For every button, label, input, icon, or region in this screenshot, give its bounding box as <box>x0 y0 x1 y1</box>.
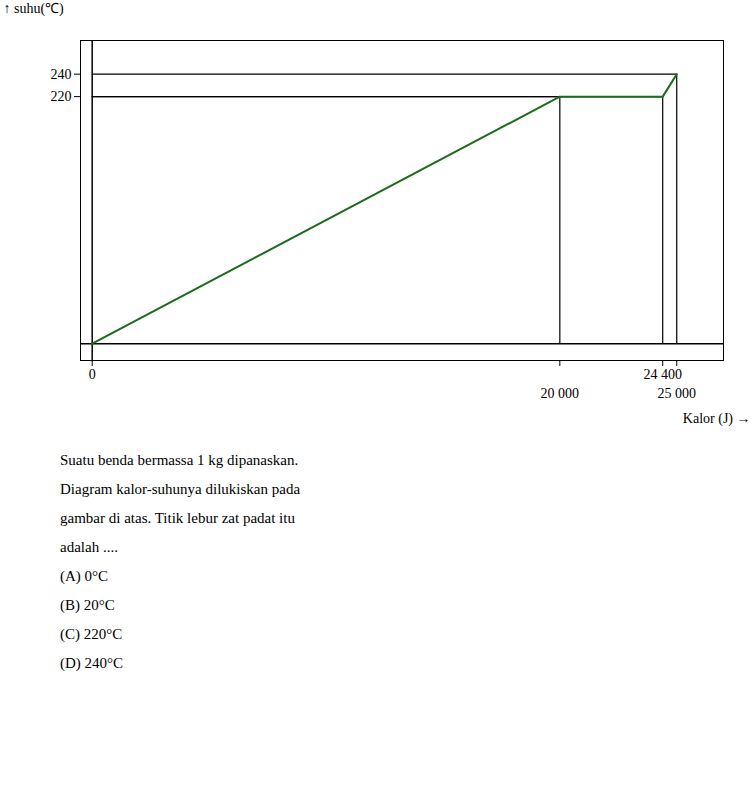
html-text:(A) 0°C: (A) 0°C <box>60 568 109 584</box>
svg-text:20 000: 20 000 <box>541 386 580 401</box>
svg-text:↑ suhu(℃): ↑ suhu(℃) <box>4 1 65 17</box>
html-text:(C) 220°C: (C) 220°C <box>60 626 123 642</box>
html-text:gambar di atas. Titik lebur za: gambar di atas. Titik lebur zat padat it… <box>60 510 295 526</box>
svg-text:0: 0 <box>89 367 96 382</box>
svg-text:Kalor (J) →: Kalor (J) → <box>683 411 751 427</box>
html-text:(D) 240°C: (D) 240°C <box>60 655 124 671</box>
html-text:Diagram kalor-suhunya dilukisk: Diagram kalor-suhunya dilukiskan pada <box>60 481 301 497</box>
svg-text:25 000: 25 000 <box>657 386 696 401</box>
html-text:adalah ....: adalah .... <box>60 539 118 555</box>
svg-text:240: 240 <box>51 67 72 82</box>
html-text:(B) 20°C: (B) 20°C <box>60 597 115 613</box>
svg-text:24 400: 24 400 <box>643 367 682 382</box>
html-text:Suatu benda bermassa 1 kg dipa: Suatu benda bermassa 1 kg dipanaskan. <box>60 452 299 468</box>
svg-text:220: 220 <box>51 89 72 104</box>
